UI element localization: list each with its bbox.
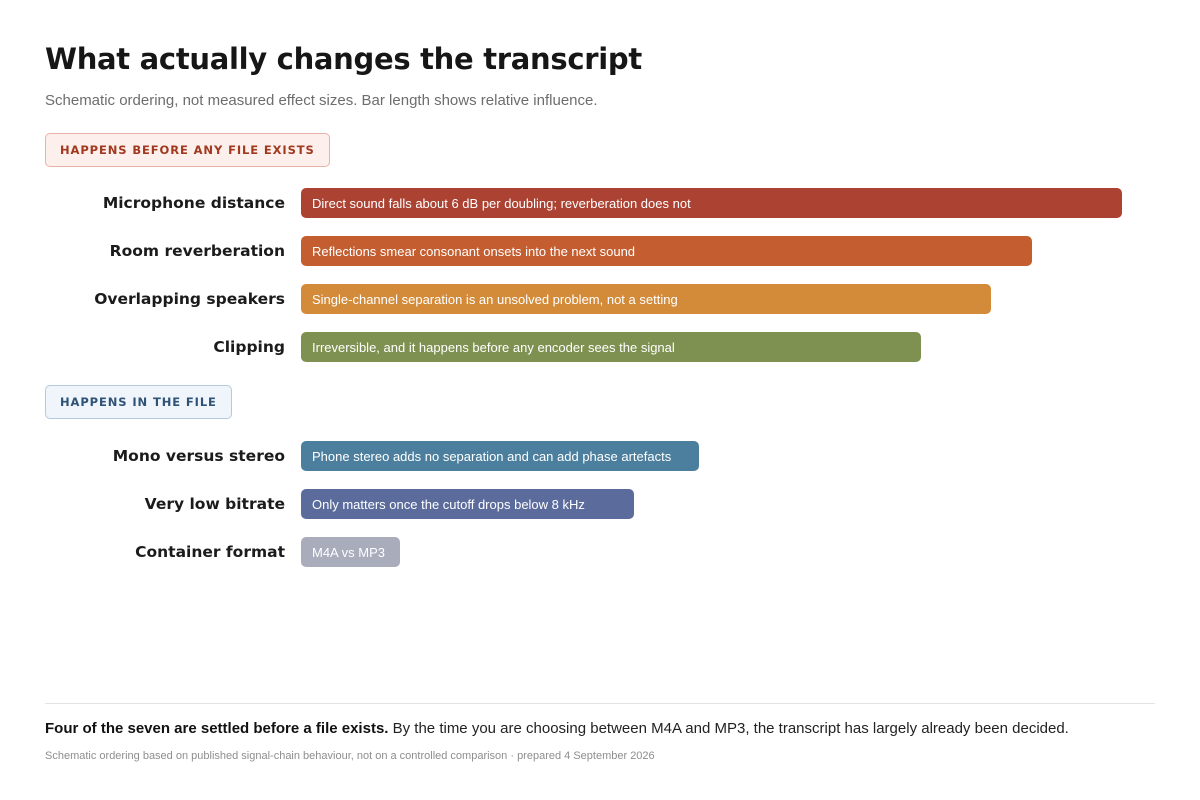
chart-subtitle: Schematic ordering, not measured effect … — [45, 92, 598, 109]
takeaway-rest: By the time you are choosing between M4A… — [388, 720, 1069, 737]
bar: Phone stereo adds no separation and can … — [301, 441, 699, 471]
bar: M4A vs MP3 — [301, 537, 400, 567]
category-label: Mono versus stereo — [112, 447, 285, 465]
bar: Reflections smear consonant onsets into … — [301, 236, 1032, 266]
divider — [45, 703, 1155, 704]
category-label: Room reverberation — [109, 242, 285, 260]
chart-title: What actually changes the transcript — [45, 42, 642, 76]
category-label: Microphone distance — [102, 194, 285, 212]
takeaway-bold: Four of the seven are settled before a f… — [45, 720, 389, 737]
bar: Only matters once the cutoff drops below… — [301, 489, 634, 519]
bar-annotation: Irreversible, and it happens before any … — [312, 339, 675, 355]
bar-annotation: M4A vs MP3 — [312, 544, 385, 560]
group-tag-in-file: Happens in the file — [45, 385, 232, 419]
bar: Direct sound falls about 6 dB per doubli… — [301, 188, 1122, 218]
bar-annotation: Only matters once the cutoff drops below… — [312, 496, 585, 512]
category-label: Very low bitrate — [144, 495, 285, 513]
bar: Single-channel separation is an unsolved… — [301, 284, 991, 314]
bar-annotation: Direct sound falls about 6 dB per doubli… — [312, 195, 691, 211]
takeaway-text: Four of the seven are settled before a f… — [45, 720, 1155, 737]
footnote: Schematic ordering based on published si… — [45, 750, 655, 762]
bar-annotation: Reflections smear consonant onsets into … — [312, 243, 636, 259]
category-label: Overlapping speakers — [94, 290, 285, 308]
bar: Irreversible, and it happens before any … — [301, 332, 921, 362]
bar-annotation: Single-channel separation is an unsolved… — [312, 291, 678, 307]
category-label: Container format — [135, 543, 285, 561]
bar-annotation: Phone stereo adds no separation and can … — [312, 448, 672, 464]
category-label: Clipping — [213, 338, 285, 356]
group-tag-before-file: Happens before any file exists — [45, 133, 330, 167]
